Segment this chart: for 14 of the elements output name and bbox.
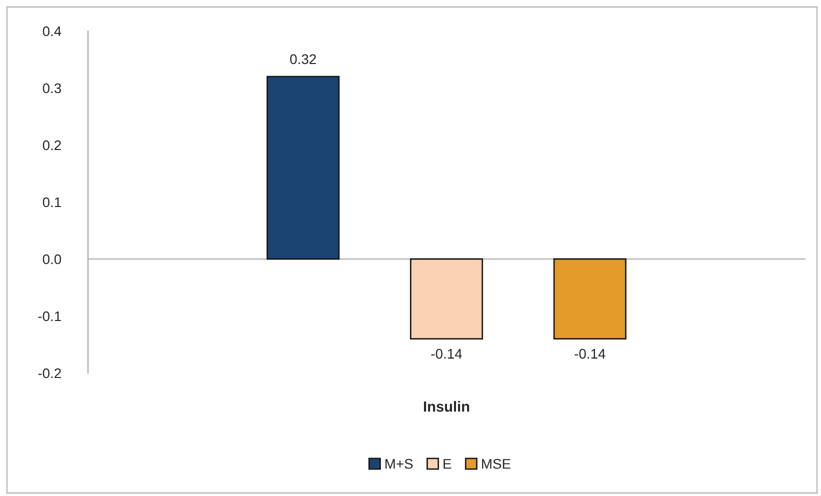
legend-label: M+S bbox=[386, 458, 413, 469]
legend-label: E bbox=[444, 459, 452, 469]
y-tick-label: 0.2 bbox=[42, 140, 61, 150]
data-label: -0.14 bbox=[431, 348, 462, 359]
x-axis-title: Insulin bbox=[424, 401, 470, 412]
y-tick-label: 0.3 bbox=[42, 83, 61, 94]
y-tick-label: 0.4 bbox=[42, 26, 62, 36]
y-tick-label: -0.1 bbox=[38, 311, 61, 322]
y-tick-label: 0.1 bbox=[42, 197, 61, 208]
data-label: -0.14 bbox=[574, 348, 606, 359]
data-label: 0.32 bbox=[290, 54, 316, 64]
y-tick-label: 0.0 bbox=[42, 254, 62, 264]
legend-label: MSE bbox=[482, 458, 510, 469]
y-tick-label: -0.2 bbox=[38, 368, 61, 378]
